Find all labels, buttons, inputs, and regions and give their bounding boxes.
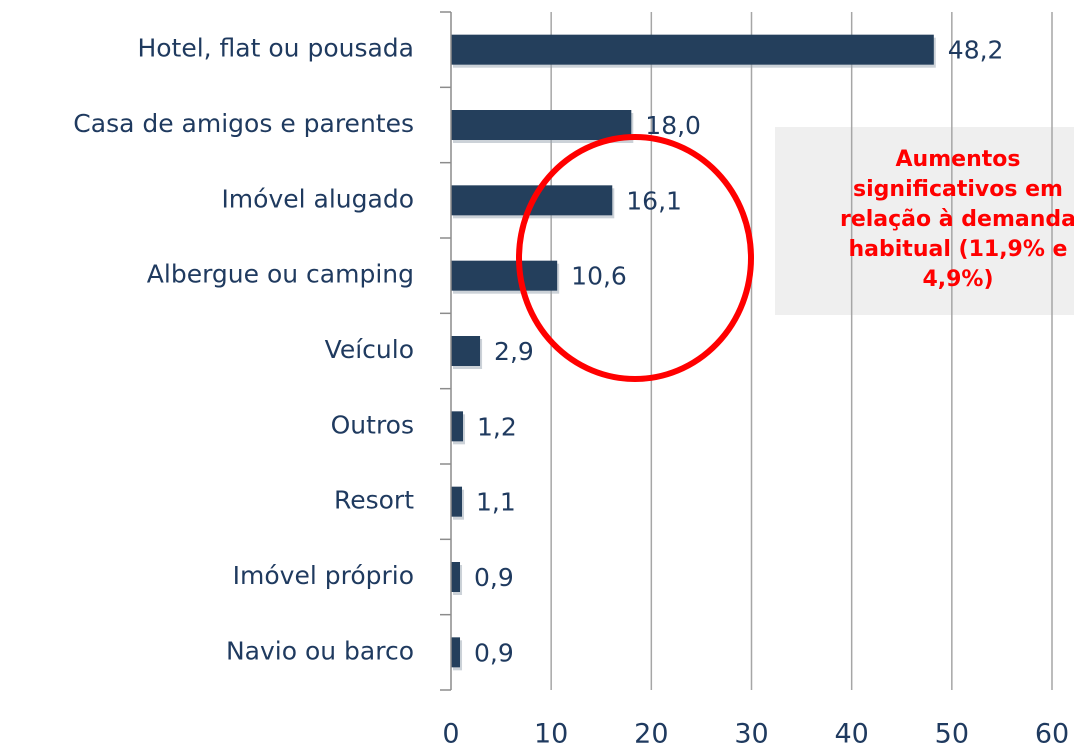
x-tick-label: 60 xyxy=(1035,719,1069,750)
bar xyxy=(451,562,461,592)
data-label: 16,1 xyxy=(626,186,682,215)
bar xyxy=(451,486,463,517)
x-tick-label: 0 xyxy=(442,719,459,750)
y-tick-label: Hotel, flat ou pousada xyxy=(137,34,414,63)
x-tick-label: 20 xyxy=(634,719,668,750)
highlight-circle xyxy=(516,134,754,382)
annotation-box xyxy=(775,127,1074,315)
data-label: 0,9 xyxy=(474,638,514,667)
data-label: 10,6 xyxy=(571,262,627,291)
y-tick-label: Imóvel próprio xyxy=(233,561,414,590)
x-tick-label: 10 xyxy=(534,719,568,750)
data-label: 2,9 xyxy=(494,337,534,366)
bar xyxy=(451,34,934,65)
annotation-text: significativos em xyxy=(853,177,1063,202)
y-tick-label: Resort xyxy=(334,486,414,515)
y-tick-label: Veículo xyxy=(325,335,414,364)
annotation-text: Aumentos xyxy=(896,147,1021,172)
data-label: 0,9 xyxy=(474,563,514,592)
x-tick-label: 50 xyxy=(935,719,969,750)
data-label: 18,0 xyxy=(645,111,701,140)
x-tick-label: 30 xyxy=(734,719,768,750)
annotation-text: habitual (11,9% e xyxy=(849,237,1068,262)
data-label: 48,2 xyxy=(948,36,1004,65)
y-tick-label: Outros xyxy=(331,410,414,439)
x-tick-label: 40 xyxy=(834,719,868,750)
bar xyxy=(451,411,464,442)
bar xyxy=(451,260,558,291)
bar xyxy=(451,110,632,140)
y-tick-label: Albergue ou camping xyxy=(147,260,414,289)
data-label: 1,1 xyxy=(476,488,516,517)
bar xyxy=(451,336,481,366)
data-label: 1,2 xyxy=(477,412,517,441)
y-tick-label: Casa de amigos e parentes xyxy=(73,109,414,138)
y-tick-label: Imóvel alugado xyxy=(221,184,414,213)
bar xyxy=(451,637,461,668)
annotation-text: relação à demanda xyxy=(840,207,1074,232)
y-tick-label: Navio ou barco xyxy=(226,636,414,665)
annotation-text: 4,9%) xyxy=(922,267,993,292)
